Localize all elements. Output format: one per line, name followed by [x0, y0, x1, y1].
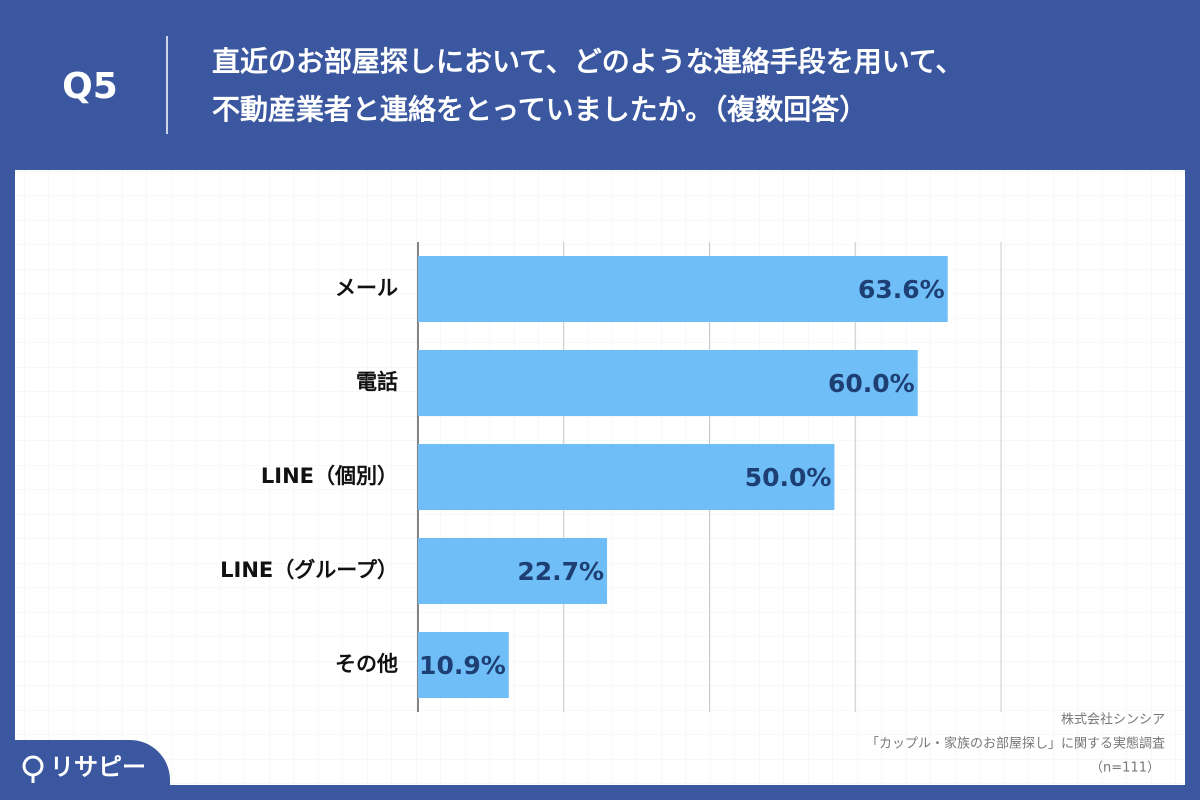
value-label: 50.0% — [745, 463, 832, 492]
category-label: LINE（グループ） — [220, 558, 398, 582]
plot: メール 63.6% 電話 60.0% LINE（個別） 50.0% LINE（グループ） 22… — [220, 242, 1002, 712]
category-label: メール — [335, 276, 398, 300]
bar — [418, 538, 608, 604]
question-number: Q5 — [62, 66, 118, 107]
category-label: LINE（個別） — [261, 464, 398, 488]
value-label: 63.6% — [858, 275, 945, 304]
source: （n=111） — [1090, 761, 1160, 776]
bar — [418, 632, 509, 698]
logo-tab — [0, 740, 170, 800]
value-label: 10.9% — [419, 651, 506, 680]
value-label: 22.7% — [517, 557, 604, 586]
category-label: その他 — [335, 652, 398, 676]
value-label: 60.0% — [828, 369, 915, 398]
logo: リサピー — [50, 753, 146, 781]
source: 株式会社シンシア — [1061, 712, 1165, 728]
bar — [418, 256, 948, 322]
source: 「カップル・家族のお部屋探し」に関する実態調査 — [866, 736, 1165, 752]
question-line: 不動産業者と連絡をとっていましたか。（複数回答） — [212, 93, 867, 126]
question-line: 直近のお部屋探しにおいて、どのような連絡手段を用いて、 — [212, 45, 964, 78]
bar — [418, 444, 835, 510]
category-label: 電話 — [356, 370, 398, 394]
bar — [418, 350, 918, 416]
